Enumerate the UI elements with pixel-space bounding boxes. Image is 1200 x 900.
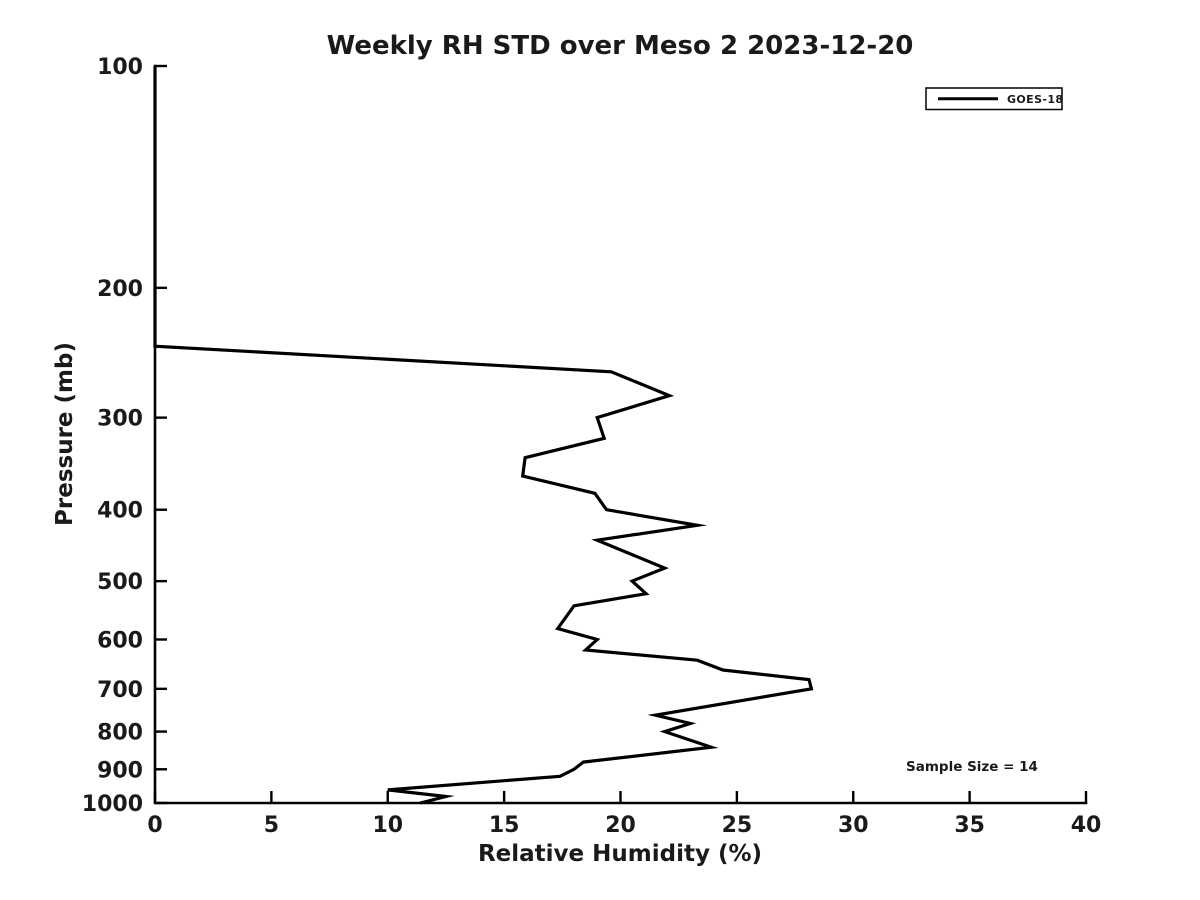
y-tick-label: 700 bbox=[97, 678, 143, 703]
x-tick-label: 10 bbox=[372, 813, 403, 838]
y-axis-label: Pressure (mb) bbox=[52, 342, 78, 526]
data-series-goes-18 bbox=[153, 66, 814, 805]
x-tick-label: 20 bbox=[605, 813, 636, 838]
y-tick-label: 100 bbox=[97, 55, 143, 80]
y-tick-label: 600 bbox=[97, 628, 143, 653]
y-tick-label: 900 bbox=[97, 758, 143, 783]
y-tick-label: 300 bbox=[97, 407, 143, 432]
x-tick-label: 15 bbox=[489, 813, 520, 838]
legend: GOES-18 bbox=[925, 87, 1064, 111]
x-tick-label: 35 bbox=[954, 813, 985, 838]
y-tick-label: 1000 bbox=[82, 792, 143, 817]
chart-title: Weekly RH STD over Meso 2 2023-12-20 bbox=[327, 31, 914, 61]
x-tick-label: 30 bbox=[838, 813, 869, 838]
x-tick-label: 0 bbox=[147, 813, 162, 838]
x-tick-label: 25 bbox=[722, 813, 753, 838]
x-axis-label: Relative Humidity (%) bbox=[478, 841, 762, 867]
sample-size-annotation: Sample Size = 14 bbox=[906, 759, 1038, 775]
x-tick-label: 40 bbox=[1071, 813, 1102, 838]
x-tick-label: 5 bbox=[264, 813, 279, 838]
axis-spines bbox=[153, 64, 1088, 805]
legend-entry-label: GOES-18 bbox=[1007, 93, 1064, 106]
tick-labels: 0 5 10 15 20 25 30 35 40 100 200 300 400 500 600 700 800… bbox=[82, 55, 1102, 838]
y-tick-label: 800 bbox=[97, 721, 143, 746]
y-tick-label: 500 bbox=[97, 570, 143, 595]
profile-line-goes-18 bbox=[153, 66, 814, 805]
y-tick-label: 200 bbox=[97, 277, 143, 302]
y-tick-label: 400 bbox=[97, 499, 143, 524]
axes bbox=[153, 64, 1088, 805]
